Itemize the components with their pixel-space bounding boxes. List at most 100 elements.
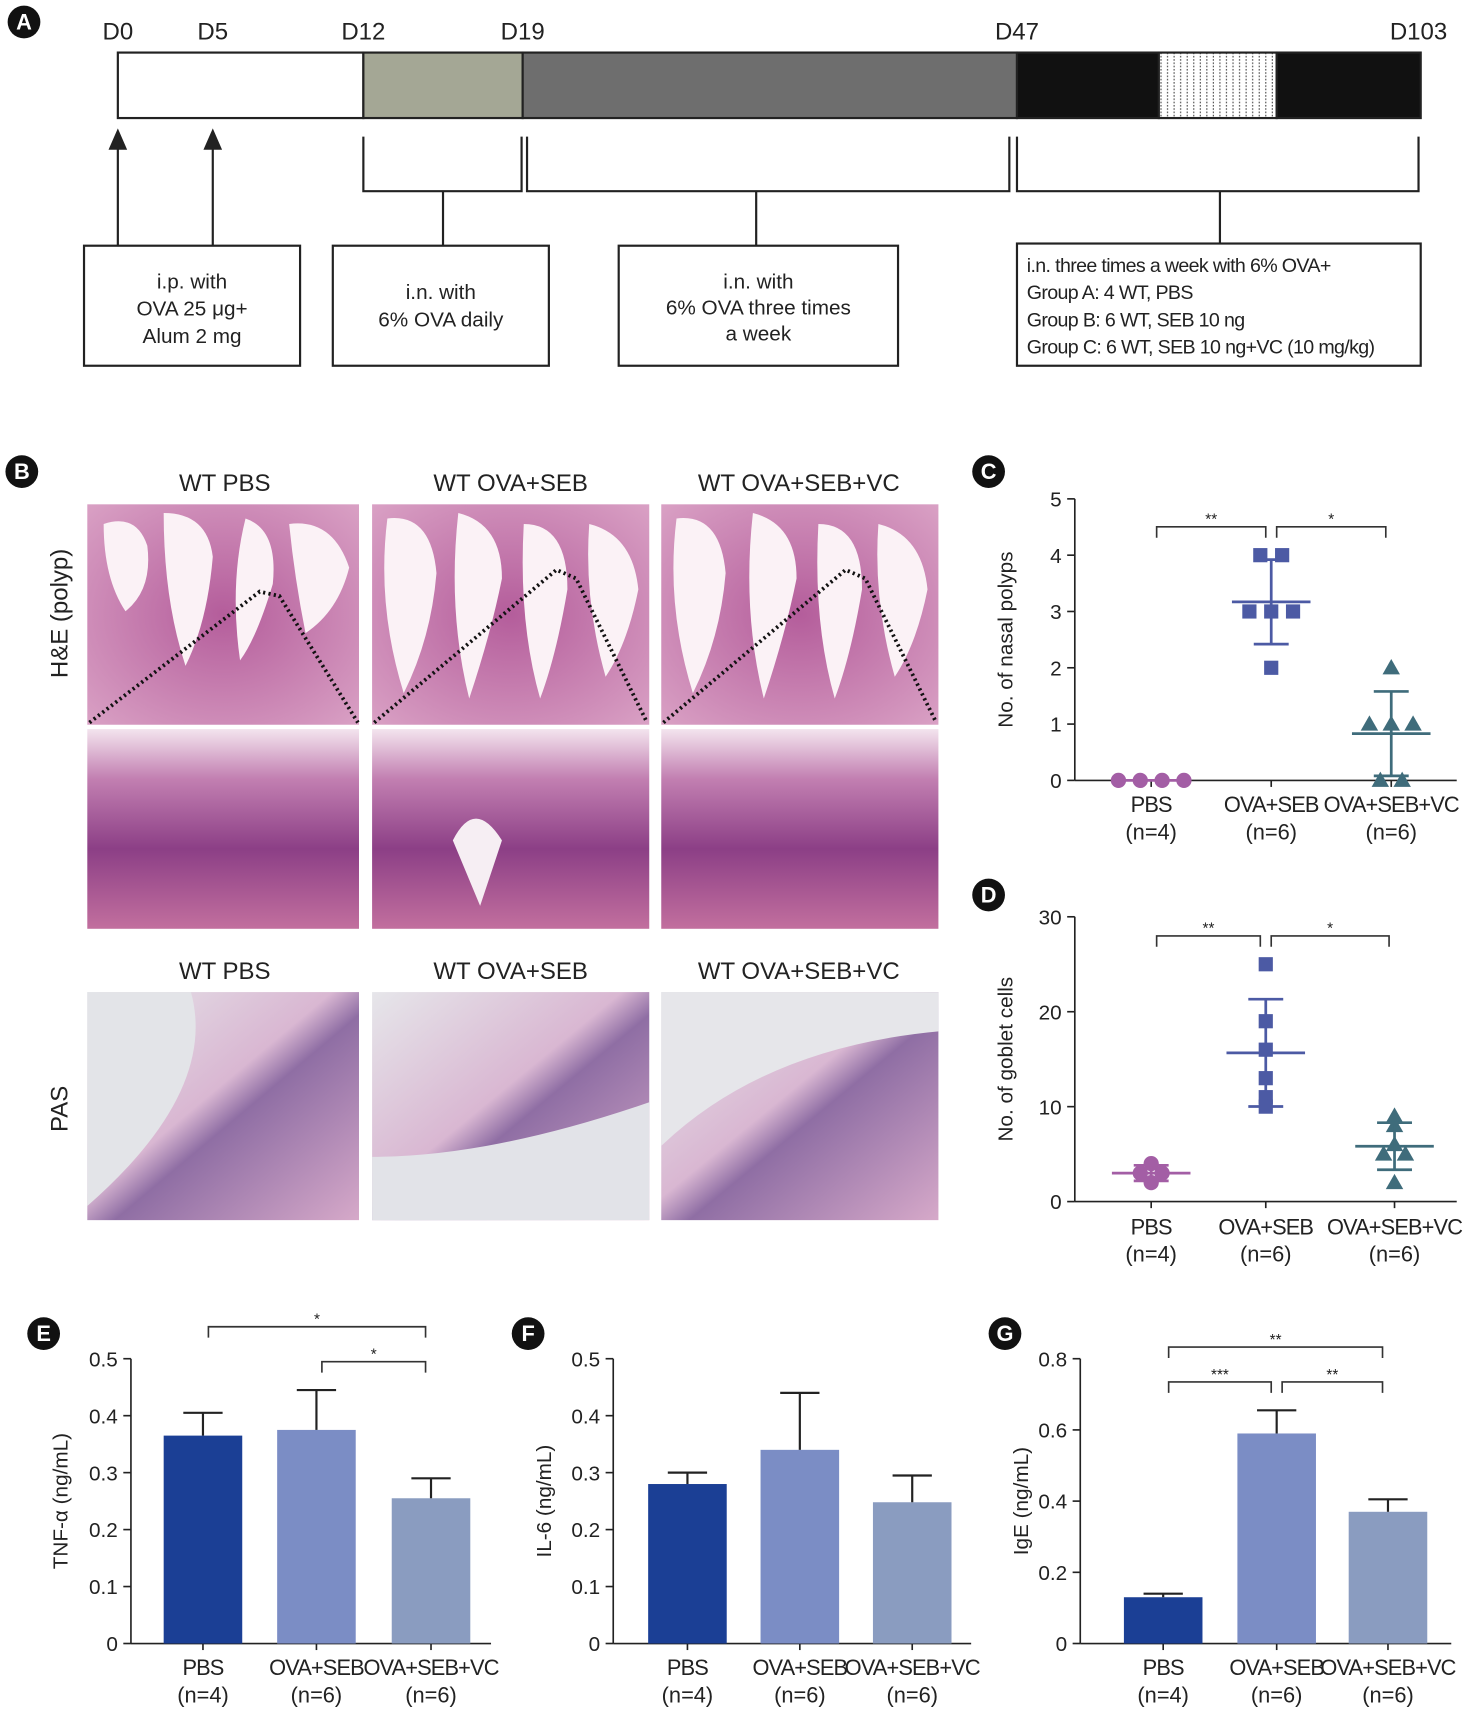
data-point [1396, 1145, 1415, 1161]
y-tick-label: 10 [1039, 1096, 1062, 1119]
phase-segment [521, 51, 1019, 120]
significance-label: ** [1326, 1367, 1338, 1384]
significance-label: ** [1203, 921, 1215, 938]
y-tick-label: 4 [1050, 545, 1062, 568]
x-tick-label: OVA+SEB [1218, 1214, 1313, 1239]
bar [1237, 1433, 1316, 1644]
lumen [87, 992, 196, 1206]
y-tick-label: 0 [1050, 1191, 1062, 1214]
data-point [1374, 1145, 1393, 1161]
x-tick-label: OVA+SEB+VC [1324, 792, 1459, 817]
box-text: Group B: 6 WT, SEB 10 ng [1027, 309, 1245, 331]
significance-bracket [1167, 1381, 1273, 1393]
y-tick-label: 2 [1050, 657, 1062, 680]
x-tick-sublabel: (n=4) [177, 1682, 229, 1707]
x-tick-label: PBS [1131, 1214, 1172, 1239]
data-point [1371, 771, 1390, 787]
x-tick-label: OVA+SEB [752, 1655, 847, 1680]
y-tick-label: 0.4 [1038, 1491, 1067, 1514]
y-tick-label: 0.2 [89, 1519, 118, 1542]
step-box [331, 244, 550, 367]
day-label: D47 [995, 18, 1039, 45]
pas [87, 992, 939, 1221]
x-tick-label: OVA+SEB+VC [845, 1655, 980, 1680]
x-tick-sublabel: (n=4) [1137, 1682, 1189, 1707]
data-point [1385, 1107, 1404, 1123]
panel-badge [972, 455, 1005, 488]
column-title: WT OVA+SEB+VC [698, 470, 900, 497]
lumen [661, 992, 939, 1146]
step-box [617, 244, 900, 367]
micrograph [372, 729, 650, 929]
box-text: 6% OVA three times [666, 296, 851, 319]
lumen [452, 818, 502, 906]
histology-titles: WT PBS WT OVA+SEB WT OVA+SEB+VC WT PBS W… [47, 470, 900, 1132]
panel-label: A [16, 10, 32, 35]
bar [163, 1435, 243, 1644]
day-label: D5 [197, 18, 228, 45]
x-tick-sublabel: (n=4) [1125, 1242, 1177, 1267]
x-tick-sublabel: (n=4) [1125, 819, 1177, 844]
data-point [1285, 604, 1301, 619]
data-point [1264, 660, 1279, 675]
box-text: i.p. with [157, 270, 227, 293]
bar [1123, 1597, 1203, 1644]
y-tick-label: 1 [1050, 714, 1062, 737]
bar [277, 1429, 356, 1644]
lumen [372, 1102, 650, 1221]
significance-bracket [1155, 935, 1262, 947]
data-point [1143, 1155, 1159, 1172]
significance-label: * [371, 1346, 377, 1363]
x-tick-label: PBS [667, 1655, 708, 1680]
y-tick-label: 0.4 [89, 1405, 118, 1428]
significance-label: ** [1270, 1332, 1282, 1349]
he-zoom [87, 729, 939, 929]
x-tick-sublabel: (n=6) [1251, 1682, 1303, 1707]
y-tick-label: 0.2 [571, 1519, 600, 1542]
panel-badge [5, 455, 39, 488]
day-label: D12 [341, 18, 385, 45]
x-tick-sublabel: (n=6) [1369, 1242, 1421, 1267]
significance-label: ** [1205, 512, 1217, 529]
significance-bracket [1155, 525, 1267, 538]
data-point [1242, 604, 1257, 619]
panel-label: F [521, 1321, 534, 1346]
panel-label: B [14, 459, 30, 484]
histology-images [87, 504, 939, 1221]
panel-label: E [36, 1321, 51, 1346]
significance-bracket [1167, 1346, 1384, 1358]
day-label: D0 [103, 18, 134, 45]
significance-bracket [321, 1360, 427, 1373]
x-tick-sublabel: (n=6) [1240, 1242, 1292, 1267]
day-label: D19 [501, 18, 545, 45]
x-tick-label: OVA+SEB+VC [363, 1655, 498, 1680]
panel-label: G [996, 1321, 1013, 1346]
panel-badge [27, 1317, 61, 1350]
significance-label: * [1328, 512, 1334, 529]
y-axis-title: No. of goblet cells [995, 977, 1018, 1142]
y-tick-label: 0.6 [1038, 1420, 1067, 1443]
row-label: H&E (polyp) [47, 549, 74, 678]
box-text: Group C: 6 WT, SEB 10 ng+VC (10 mg/kg) [1027, 337, 1375, 359]
significance-bracket [1281, 1381, 1384, 1393]
column-title: WT OVA+SEB+VC [698, 958, 900, 985]
y-tick-label: 0 [1056, 1633, 1068, 1656]
y-tick-label: 0.1 [89, 1576, 118, 1599]
phase-segment [1157, 51, 1278, 120]
panel-badge [972, 878, 1005, 912]
phase-segment [1015, 51, 1160, 120]
box-text: OVA 25 μg+ [136, 298, 247, 321]
data-point [1393, 771, 1411, 787]
data-point [1143, 1174, 1159, 1191]
x-tick-label: PBS [1131, 792, 1172, 817]
x-tick-sublabel: (n=6) [1362, 1682, 1414, 1707]
box-text: 6% OVA daily [378, 308, 504, 331]
y-tick-label: 0 [589, 1633, 601, 1656]
x-tick-label: OVA+SEB [1229, 1655, 1324, 1680]
y-tick-label: 0 [1050, 770, 1062, 793]
significance-label: * [1327, 921, 1333, 938]
y-tick-label: 0.5 [571, 1348, 600, 1371]
data-point [1360, 715, 1379, 731]
he-low [87, 504, 939, 725]
x-tick-label: OVA+SEB [1224, 792, 1319, 817]
